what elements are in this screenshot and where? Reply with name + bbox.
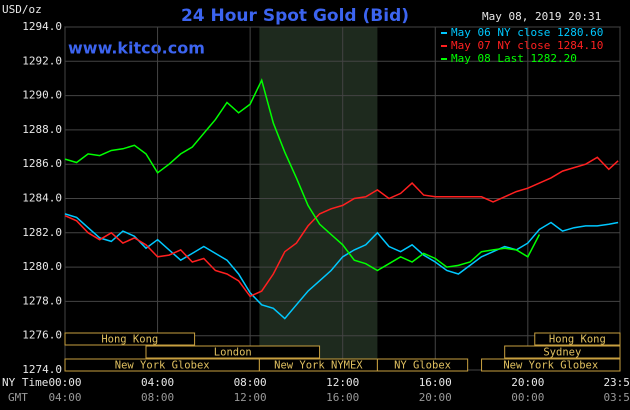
series-line: [64, 213, 619, 320]
session-bar: [376, 358, 469, 372]
legend-label: May 08 Last 1282.20: [451, 52, 577, 65]
session-label: Sydney: [543, 347, 581, 359]
x-tick-label: 23:59: [603, 376, 630, 389]
x-tick-label: 04:00: [141, 376, 174, 389]
x-tick-label: 16:00: [419, 376, 452, 389]
session-label: New York Globex: [503, 360, 598, 372]
y-tick-label: 1286.0: [22, 157, 62, 170]
y-tick-label: 1276.0: [22, 329, 62, 342]
session-bar: [145, 345, 321, 359]
session-label: London: [214, 347, 252, 359]
session-label: New York NYMEX: [274, 360, 363, 372]
x-tick-label: 00:00: [48, 376, 81, 389]
session-bar: [481, 358, 621, 372]
y-tick-label: 1290.0: [22, 89, 62, 102]
y-tick-label: 1292.0: [22, 54, 62, 67]
y-axis-label: USD/oz: [2, 3, 42, 16]
legend-label: May 07 NY close 1284.10: [451, 39, 603, 52]
x-tick-label-gmt: 00:00: [511, 391, 544, 404]
x-tick-label: 08:00: [234, 376, 267, 389]
series-line: [64, 156, 619, 298]
x-tick-label-gmt: 16:00: [326, 391, 359, 404]
series-line: [64, 78, 541, 272]
y-tick-label: 1274.0: [22, 363, 62, 376]
session-label: NY Globex: [394, 360, 451, 372]
x-axis-label: NY Time: [2, 376, 48, 389]
session-bar: [64, 332, 196, 346]
y-tick-label: 1294.0: [22, 20, 62, 33]
session-bar: [534, 332, 621, 346]
session-label: New York Globex: [115, 360, 210, 372]
y-tick-label: 1282.0: [22, 226, 62, 239]
x-tick-label-gmt: 04:00: [48, 391, 81, 404]
watermark: www.kitco.com: [68, 39, 205, 58]
session-label: Hong Kong: [101, 334, 158, 346]
y-tick-label: 1284.0: [22, 192, 62, 205]
y-tick-label: 1278.0: [22, 294, 62, 307]
x-tick-label-gmt: 08:00: [141, 391, 174, 404]
chart-title: 24 Hour Spot Gold (Bid): [181, 6, 409, 26]
x-tick-label: 12:00: [326, 376, 359, 389]
y-tick-label: 1280.0: [22, 260, 62, 273]
x-tick-label-gmt: 12:00: [234, 391, 267, 404]
y-tick-label: 1288.0: [22, 123, 62, 136]
x-tick-label: 20:00: [511, 376, 544, 389]
x-axis-label: GMT: [8, 391, 28, 404]
x-tick-label-gmt: 03:59: [603, 391, 630, 404]
session-bar: [504, 345, 621, 359]
x-tick-label-gmt: 20:00: [419, 391, 452, 404]
legend-label: May 06 NY close 1280.60: [451, 26, 603, 39]
timestamp: May 08, 2019 20:31: [482, 10, 601, 23]
session-label: Hong Kong: [549, 334, 606, 346]
